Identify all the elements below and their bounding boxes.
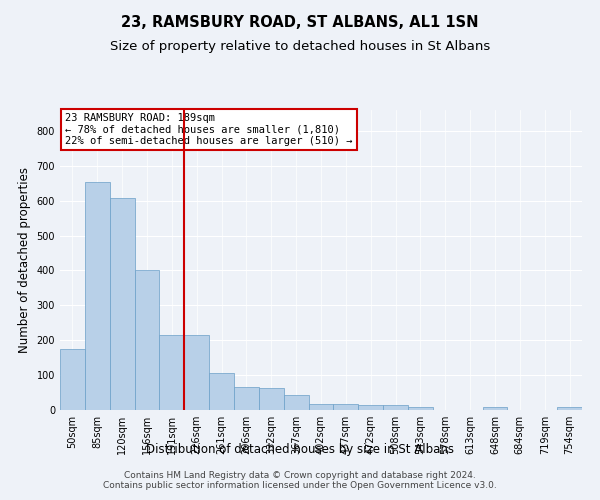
- Bar: [85, 182, 110, 410]
- Text: Contains HM Land Registry data © Crown copyright and database right 2024.
Contai: Contains HM Land Registry data © Crown c…: [103, 470, 497, 490]
- Bar: [334, 404, 358, 410]
- Bar: [134, 270, 160, 410]
- Bar: [160, 335, 184, 410]
- Bar: [284, 395, 308, 410]
- Bar: [259, 388, 284, 410]
- Y-axis label: Number of detached properties: Number of detached properties: [18, 167, 31, 353]
- Text: Distribution of detached houses by size in St Albans: Distribution of detached houses by size …: [146, 442, 454, 456]
- Bar: [184, 335, 209, 410]
- Text: 23, RAMSBURY ROAD, ST ALBANS, AL1 1SN: 23, RAMSBURY ROAD, ST ALBANS, AL1 1SN: [121, 15, 479, 30]
- Bar: [383, 406, 408, 410]
- Bar: [234, 388, 259, 410]
- Text: Size of property relative to detached houses in St Albans: Size of property relative to detached ho…: [110, 40, 490, 53]
- Bar: [308, 404, 334, 410]
- Bar: [557, 407, 582, 410]
- Text: 23 RAMSBURY ROAD: 189sqm
← 78% of detached houses are smaller (1,810)
22% of sem: 23 RAMSBURY ROAD: 189sqm ← 78% of detach…: [65, 113, 353, 146]
- Bar: [110, 198, 134, 410]
- Bar: [209, 372, 234, 410]
- Bar: [60, 349, 85, 410]
- Bar: [358, 405, 383, 410]
- Bar: [408, 407, 433, 410]
- Bar: [482, 407, 508, 410]
